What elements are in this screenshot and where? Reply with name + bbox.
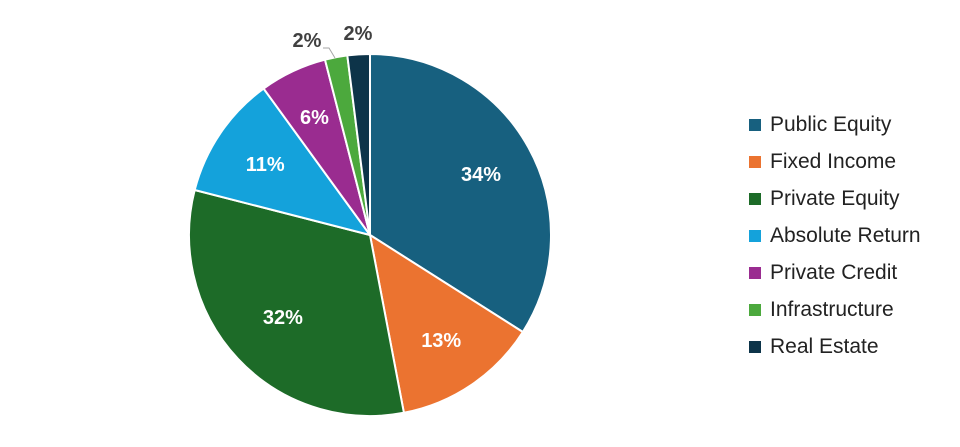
legend-label: Private Equity [770, 186, 900, 210]
data-label-infrastructure: 2% [293, 30, 322, 52]
pie-slice-fixed-income [368, 232, 525, 414]
legend-item-private-equity: Private Equity [749, 180, 954, 217]
legend-swatch [749, 303, 761, 316]
legend-label: Real Estate [770, 334, 879, 358]
legend-swatch [749, 229, 761, 242]
pie-slice-real-estate [346, 52, 371, 236]
legend-label: Private Credit [770, 260, 898, 284]
legend-item-infrastructure: Infrastructure [749, 291, 954, 328]
legend-swatch [749, 155, 761, 168]
legend-swatch [749, 340, 761, 353]
legend-label: Infrastructure [770, 297, 894, 321]
legend-swatch [749, 192, 761, 205]
legend-label: Public Equity [770, 112, 892, 136]
data-label-public-equity: 34% [461, 164, 501, 186]
legend-label: Fixed Income [770, 149, 897, 173]
legend: Public Equity Fixed Income Private Equity A… [749, 106, 954, 365]
pie-slice-private-equity [188, 188, 406, 417]
legend-swatch [749, 118, 761, 131]
pie-slice-public-equity [369, 52, 552, 334]
data-label-real-estate: 2% [344, 23, 373, 45]
legend-item-public-equity: Public Equity [749, 106, 954, 143]
legend-item-absolute-return: Absolute Return [749, 217, 954, 254]
legend-swatch [749, 266, 761, 279]
leader-line [323, 47, 336, 59]
data-label-absolute-return: 11% [246, 154, 285, 176]
data-label-private-equity: 32% [263, 307, 303, 329]
legend-item-real-estate: Real Estate [749, 328, 954, 365]
data-label-private-credit: 6% [300, 107, 329, 129]
legend-item-fixed-income: Fixed Income [749, 143, 954, 180]
data-label-fixed-income: 13% [421, 330, 461, 352]
legend-label: Absolute Return [770, 223, 921, 247]
pie-slice-absolute-return [193, 87, 373, 237]
legend-item-private-credit: Private Credit [749, 254, 954, 291]
